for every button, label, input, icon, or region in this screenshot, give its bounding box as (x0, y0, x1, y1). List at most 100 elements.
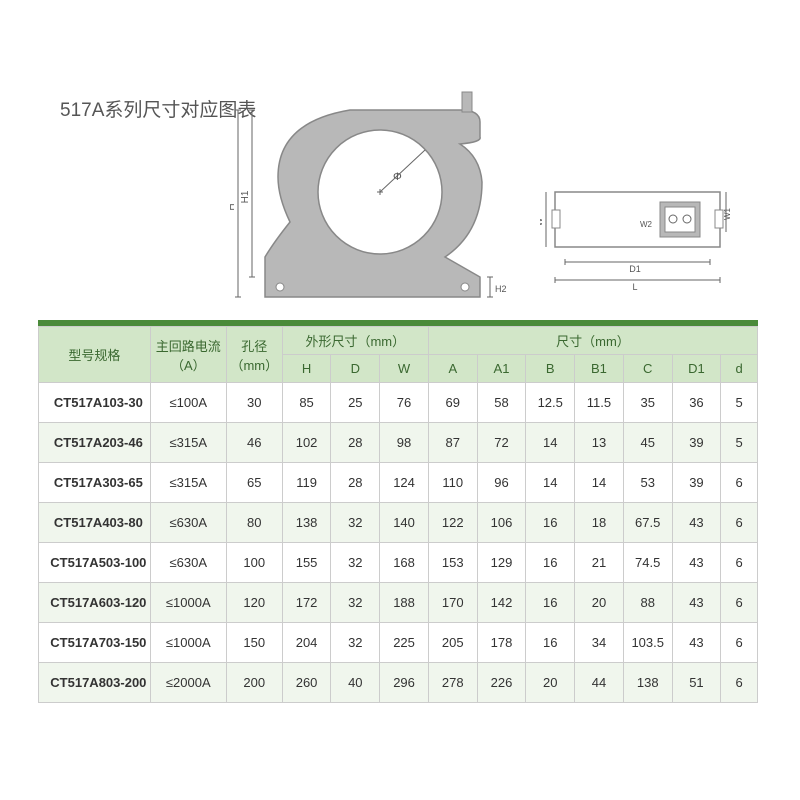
cell-W: 296 (380, 663, 429, 703)
header-B1: B1 (575, 355, 624, 383)
table-row: CT517A503-100≤630A1001553216815312916217… (39, 543, 758, 583)
cell-d: 6 (721, 463, 758, 503)
cell-C: 74.5 (623, 543, 672, 583)
cell-W: 76 (380, 383, 429, 423)
cell-current: ≤1000A (150, 583, 226, 623)
dimension-diagram: H H1 Φ H2 W W1 (230, 52, 750, 317)
cell-C: 88 (623, 583, 672, 623)
table-row: CT517A303-65≤315A65119281241109614145339… (39, 463, 758, 503)
cell-D: 28 (331, 463, 380, 503)
cell-D1: 43 (672, 503, 721, 543)
cell-H: 172 (282, 583, 331, 623)
cell-C: 67.5 (623, 503, 672, 543)
cell-D1: 39 (672, 423, 721, 463)
cell-B: 14 (526, 463, 575, 503)
cell-H: 155 (282, 543, 331, 583)
cell-current: ≤315A (150, 423, 226, 463)
cell-A1: 142 (477, 583, 526, 623)
cell-B: 16 (526, 503, 575, 543)
dim-label-H: H (230, 203, 237, 210)
cell-A1: 178 (477, 623, 526, 663)
cell-model: CT517A103-30 (39, 383, 151, 423)
header-dsmall: d (721, 355, 758, 383)
cell-W: 168 (380, 543, 429, 583)
cell-A: 122 (428, 503, 477, 543)
cell-A1: 96 (477, 463, 526, 503)
cell-D: 32 (331, 623, 380, 663)
cell-B1: 34 (575, 623, 624, 663)
table-row: CT517A803-200≤2000A200260402962782262044… (39, 663, 758, 703)
cell-A: 205 (428, 623, 477, 663)
cell-current: ≤2000A (150, 663, 226, 703)
cell-W: 124 (380, 463, 429, 503)
cell-H: 204 (282, 623, 331, 663)
cell-B: 16 (526, 583, 575, 623)
cell-aperture: 65 (226, 463, 282, 503)
cell-d: 5 (721, 383, 758, 423)
cell-C: 35 (623, 383, 672, 423)
header-size-group: 尺寸（mm） (428, 327, 757, 355)
cell-C: 45 (623, 423, 672, 463)
cell-current: ≤630A (150, 543, 226, 583)
cell-A: 170 (428, 583, 477, 623)
header-outer-group: 外形尺寸（mm） (282, 327, 428, 355)
dim-label-W2: W2 (640, 220, 653, 229)
header-A1: A1 (477, 355, 526, 383)
table-row: CT517A403-80≤630A8013832140122106161867.… (39, 503, 758, 543)
cell-A: 110 (428, 463, 477, 503)
dim-label-D1: D1 (629, 264, 641, 274)
cell-D1: 51 (672, 663, 721, 703)
cell-W: 225 (380, 623, 429, 663)
cell-W: 140 (380, 503, 429, 543)
cell-B: 14 (526, 423, 575, 463)
cell-D1: 39 (672, 463, 721, 503)
cell-model: CT517A303-65 (39, 463, 151, 503)
cell-A1: 106 (477, 503, 526, 543)
cell-D: 32 (331, 503, 380, 543)
cell-aperture: 80 (226, 503, 282, 543)
table-row: CT517A203-46≤315A4610228988772141345395 (39, 423, 758, 463)
cell-aperture: 200 (226, 663, 282, 703)
cell-model: CT517A503-100 (39, 543, 151, 583)
cell-d: 6 (721, 583, 758, 623)
cell-B1: 44 (575, 663, 624, 703)
cell-D1: 43 (672, 583, 721, 623)
cell-A: 69 (428, 383, 477, 423)
cell-aperture: 100 (226, 543, 282, 583)
cell-D: 28 (331, 423, 380, 463)
cell-H: 119 (282, 463, 331, 503)
table-row: CT517A603-120≤1000A120172321881701421620… (39, 583, 758, 623)
cell-B1: 13 (575, 423, 624, 463)
cell-B1: 14 (575, 463, 624, 503)
cell-A: 87 (428, 423, 477, 463)
cell-model: CT517A603-120 (39, 583, 151, 623)
cell-A1: 72 (477, 423, 526, 463)
header-A: A (428, 355, 477, 383)
cell-aperture: 30 (226, 383, 282, 423)
cell-B: 16 (526, 543, 575, 583)
cell-B1: 18 (575, 503, 624, 543)
cell-model: CT517A203-46 (39, 423, 151, 463)
dim-label-H2: H2 (495, 284, 507, 294)
cell-d: 5 (721, 423, 758, 463)
page-title: 517A系列尺寸对应图表 (60, 95, 256, 122)
spec-table: 型号规格 主回路电流 （A） 孔径 （mm） 外形尺寸（mm） 尺寸（mm） H… (38, 326, 758, 703)
cell-C: 53 (623, 463, 672, 503)
cell-D1: 36 (672, 383, 721, 423)
cell-H: 138 (282, 503, 331, 543)
side-view-drawing: W W1 W2 D1 L (540, 182, 735, 312)
cell-model: CT517A803-200 (39, 663, 151, 703)
cell-current: ≤630A (150, 503, 226, 543)
cell-A1: 58 (477, 383, 526, 423)
cell-H: 260 (282, 663, 331, 703)
header-D: D (331, 355, 380, 383)
cell-aperture: 46 (226, 423, 282, 463)
cell-d: 6 (721, 503, 758, 543)
cell-A: 278 (428, 663, 477, 703)
header-current: 主回路电流 （A） (150, 327, 226, 383)
cell-D: 32 (331, 543, 380, 583)
cell-D1: 43 (672, 543, 721, 583)
cell-C: 138 (623, 663, 672, 703)
cell-D: 32 (331, 583, 380, 623)
cell-aperture: 120 (226, 583, 282, 623)
